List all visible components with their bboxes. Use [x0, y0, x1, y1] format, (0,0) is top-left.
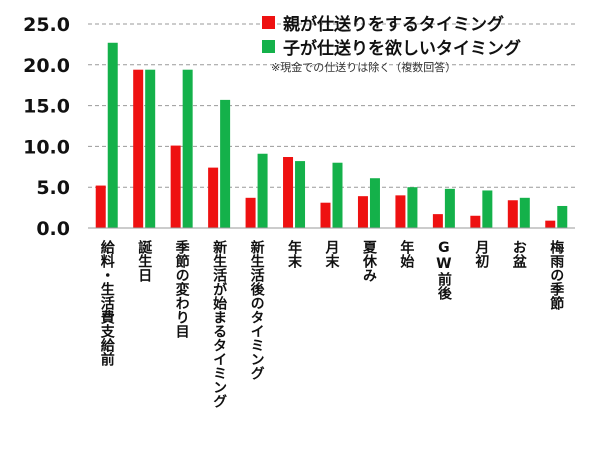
bar-child: [369, 178, 380, 228]
bar-parent: [357, 196, 368, 228]
x-tick-label: 月初: [473, 240, 490, 268]
bar-child: [444, 188, 455, 228]
x-tick-label: GW前後: [435, 240, 452, 300]
x-tick-label: お盆: [510, 240, 527, 268]
legend-swatch-parent: [262, 15, 275, 29]
bar-child: [407, 187, 418, 228]
bar-child: [519, 197, 530, 228]
x-tick-label: 年始: [398, 240, 415, 268]
y-tick-label: 15.0: [23, 96, 70, 118]
x-tick-label: 季節の変わり目: [173, 240, 190, 338]
x-tick-label: 給料・生活費支給前: [98, 240, 115, 366]
bar-parent: [133, 69, 144, 228]
x-tick-label: 誕生日: [136, 240, 153, 282]
legend-label-parent: 親が仕送りをするタイミング: [283, 14, 504, 35]
bar-parent: [95, 185, 106, 228]
bar-child: [332, 162, 343, 228]
bars: [95, 42, 568, 228]
x-tick-label: 月末: [323, 240, 340, 268]
bar-child: [220, 99, 231, 228]
bar-child: [557, 205, 568, 228]
bar-parent: [470, 215, 481, 228]
x-tick-label: 梅雨の季節: [548, 240, 565, 310]
bar-parent: [320, 202, 331, 228]
y-tick-label: 25.0: [23, 14, 70, 36]
bar-parent: [208, 167, 219, 228]
legend-item-parent: 親が仕送りをするタイミング: [262, 10, 521, 35]
bar-child: [257, 153, 268, 228]
bar-parent: [283, 157, 294, 228]
legend: 親が仕送りをするタイミング 子が仕送りを欲しいタイミング ※現金での仕送りは除く…: [262, 10, 521, 75]
bar-child: [107, 42, 118, 228]
bar-child: [182, 69, 193, 228]
bar-child: [145, 69, 156, 228]
bar-parent: [507, 200, 518, 228]
legend-item-child: 子が仕送りを欲しいタイミング: [262, 34, 521, 59]
bar-parent: [245, 197, 256, 228]
bar-parent: [395, 195, 406, 228]
bar-child: [295, 161, 306, 228]
y-tick-label: 20.0: [23, 55, 70, 77]
x-tick-label: 新生活後のタイミング: [248, 240, 265, 380]
y-tick-label: 5.0: [36, 177, 70, 199]
bar-parent: [432, 214, 443, 228]
x-tick-label: 夏休み: [360, 240, 377, 282]
x-tick-label: 新生活が始まるタイミング: [211, 240, 228, 408]
chart-note: ※現金での仕送りは除く（複数回答）: [271, 61, 457, 74]
legend-swatch-child: [262, 39, 275, 53]
bar-child: [482, 190, 493, 228]
bar-parent: [545, 220, 556, 228]
x-tick-label: 年末: [286, 240, 303, 268]
y-axis-ticks: 0.0 5.0 10.0 15.0 20.0 25.0: [23, 14, 70, 240]
legend-label-child: 子が仕送りを欲しいタイミング: [283, 38, 521, 59]
y-tick-label: 0.0: [36, 218, 70, 240]
bar-parent: [170, 145, 181, 228]
y-tick-label: 10.0: [23, 136, 70, 158]
